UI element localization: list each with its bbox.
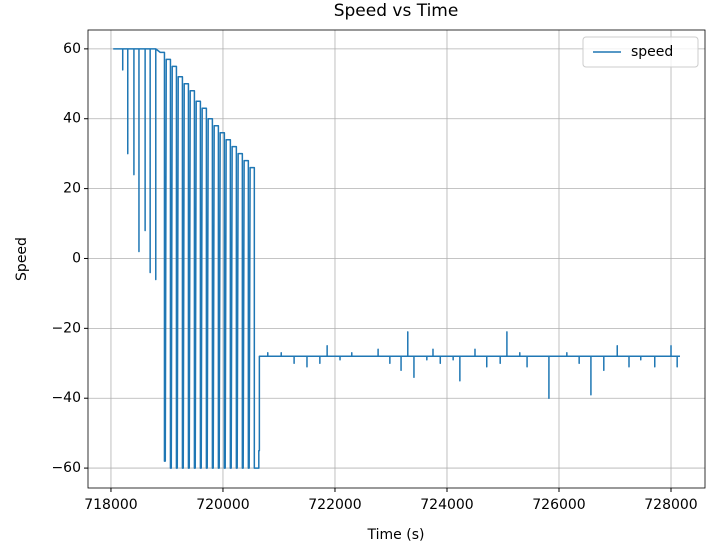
legend-label: speed	[631, 44, 673, 60]
x-tick-label: 728000	[644, 497, 697, 513]
x-tick-label: 726000	[532, 497, 585, 513]
x-tick-label: 718000	[84, 497, 137, 513]
plot-frame	[87, 29, 706, 489]
y-tick-label: −20	[51, 320, 81, 336]
y-tick-label: 60	[63, 41, 81, 57]
x-tick-label: 722000	[308, 497, 361, 513]
y-tick-label: 40	[63, 111, 81, 127]
y-tick-label: −60	[51, 460, 81, 476]
x-tick-label: 720000	[196, 497, 249, 513]
chart-title: Speed vs Time	[334, 1, 459, 21]
y-tick-label: −40	[51, 390, 81, 406]
x-axis-label: Time (s)	[367, 527, 425, 543]
legend-box	[582, 36, 699, 68]
line	[113, 48, 680, 469]
y-tick-label: 0	[72, 250, 81, 266]
x-tick-label: 724000	[420, 497, 473, 513]
y-tick-label: 20	[63, 181, 81, 197]
y-axis-label: Speed	[14, 237, 30, 281]
